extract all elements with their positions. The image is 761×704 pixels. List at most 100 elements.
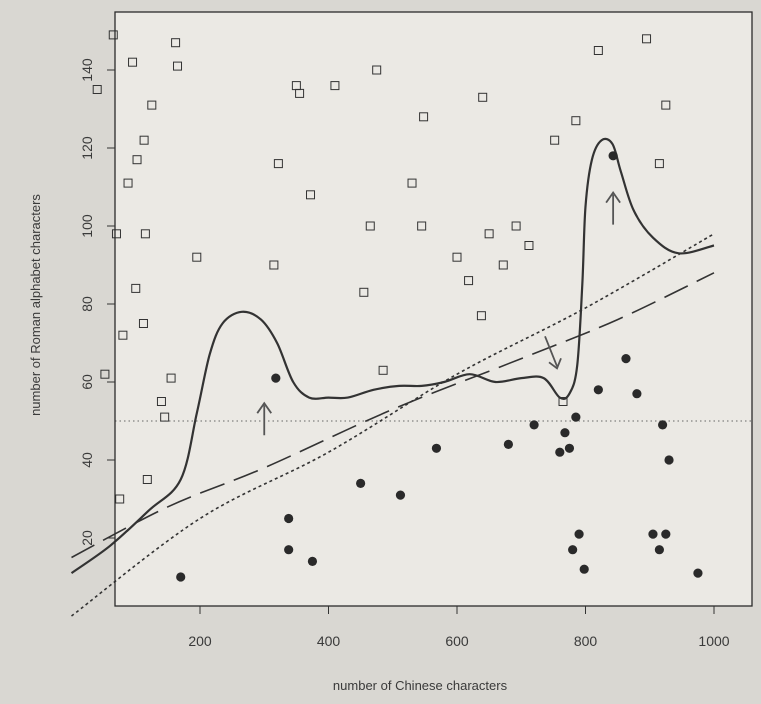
- y-tick-label: 80: [79, 296, 95, 312]
- filled-circle-point: [608, 151, 618, 161]
- open-square-point: [550, 135, 560, 145]
- filled-circle-point: [621, 354, 631, 364]
- open-square-point: [192, 252, 202, 262]
- filled-circle-point: [568, 545, 578, 555]
- arrow-stroke: [256, 401, 272, 436]
- boundary-curves-layer: [70, 137, 715, 617]
- filled-circle-point: [632, 389, 642, 399]
- open-square-point: [511, 221, 521, 231]
- open-square-point: [131, 283, 141, 293]
- plot-background: [115, 12, 752, 606]
- open-square-point: [118, 330, 128, 340]
- open-square-point: [372, 65, 382, 75]
- open-square-point: [92, 85, 102, 94]
- open-square-point: [108, 30, 118, 40]
- open-square-point: [378, 365, 388, 375]
- filled-circle-point: [431, 443, 442, 453]
- filled-circle-point: [560, 428, 570, 438]
- axes-layer: 200 400 600 800 1000 20 40 60 80 100 120 140: [79, 58, 730, 649]
- open-square-point: [156, 397, 166, 406]
- filled-circle-point: [664, 455, 674, 465]
- open-square-point: [166, 373, 176, 383]
- open-square-point: [417, 221, 427, 231]
- open-square-point: [115, 494, 125, 504]
- open-square-point: [273, 159, 283, 169]
- y-tick-label: 120: [79, 136, 95, 160]
- filled-circle-point: [555, 447, 565, 457]
- filled-circle-point: [284, 545, 294, 555]
- open-square-point: [476, 311, 486, 321]
- open-square-point: [138, 319, 148, 328]
- open-square-point: [128, 57, 138, 67]
- open-square-point: [111, 229, 121, 239]
- open-square-point: [139, 135, 149, 145]
- data-points-layer: [92, 30, 703, 582]
- open-square-point: [100, 369, 110, 379]
- open-square-point: [498, 260, 508, 270]
- dotted-boundary-curve: [71, 233, 715, 617]
- dashed-boundary-curve: [71, 272, 715, 559]
- filled-circle-point: [693, 568, 703, 578]
- x-tick-label: 400: [317, 633, 341, 649]
- x-tick-label: 200: [188, 633, 212, 649]
- annotation-arrow: [544, 335, 562, 370]
- open-square-point: [365, 221, 375, 231]
- filled-circle-point: [571, 412, 581, 422]
- filled-circle-point: [574, 529, 584, 539]
- y-tick-label: 100: [79, 214, 95, 238]
- open-square-point: [173, 61, 183, 71]
- y-axis-label: number of Roman alphabet characters: [28, 194, 43, 416]
- arrow-stroke: [544, 335, 562, 370]
- open-square-point: [524, 241, 534, 250]
- open-square-point: [306, 190, 316, 200]
- open-square-point: [478, 92, 488, 102]
- open-square-point: [142, 475, 152, 484]
- filled-circle-point: [579, 564, 589, 574]
- open-square-point: [359, 287, 369, 297]
- x-tick-label: 600: [445, 633, 469, 649]
- open-square-point: [419, 112, 429, 122]
- open-square-point: [571, 116, 581, 126]
- open-square-point: [132, 155, 142, 165]
- open-square-point: [558, 397, 568, 406]
- filled-circle-point: [176, 572, 186, 582]
- open-square-point: [642, 34, 652, 44]
- filled-circle-point: [661, 529, 671, 539]
- y-tick-label: 40: [79, 452, 95, 468]
- open-square-point: [452, 252, 462, 262]
- annotation-arrows-layer: [256, 191, 621, 436]
- open-square-point: [330, 81, 340, 91]
- filled-circle-point: [654, 545, 664, 555]
- filled-circle-point: [593, 385, 603, 395]
- filled-circle-point: [529, 420, 539, 430]
- x-axis-label: number of Chinese characters: [333, 678, 508, 693]
- filled-circle-point: [307, 556, 318, 567]
- annotation-arrow: [256, 401, 272, 436]
- open-square-point: [295, 88, 305, 98]
- filled-circle-point: [395, 490, 406, 500]
- filled-circle-point: [648, 529, 658, 539]
- filled-circle-point: [356, 478, 366, 488]
- open-square-point: [147, 100, 157, 110]
- filled-circle-point: [564, 443, 575, 453]
- open-square-point: [171, 38, 181, 48]
- open-square-point: [464, 276, 474, 286]
- plot-frame: [114, 11, 753, 607]
- filled-circle-point: [503, 439, 513, 449]
- annotation-arrow: [605, 191, 621, 225]
- filled-circle-point: [271, 373, 281, 383]
- open-square-point: [160, 412, 170, 422]
- open-square-point: [654, 159, 664, 169]
- x-tick-label: 1000: [698, 633, 729, 649]
- y-tick-label: 20: [79, 530, 95, 546]
- solid-boundary-curve: [70, 137, 715, 574]
- filled-circle-point: [658, 420, 668, 430]
- open-square-point: [661, 100, 671, 110]
- arrow-stroke: [605, 191, 621, 225]
- y-tick-label: 140: [79, 58, 95, 82]
- open-square-point: [140, 229, 150, 239]
- open-square-point: [593, 46, 603, 55]
- open-square-point: [484, 229, 494, 239]
